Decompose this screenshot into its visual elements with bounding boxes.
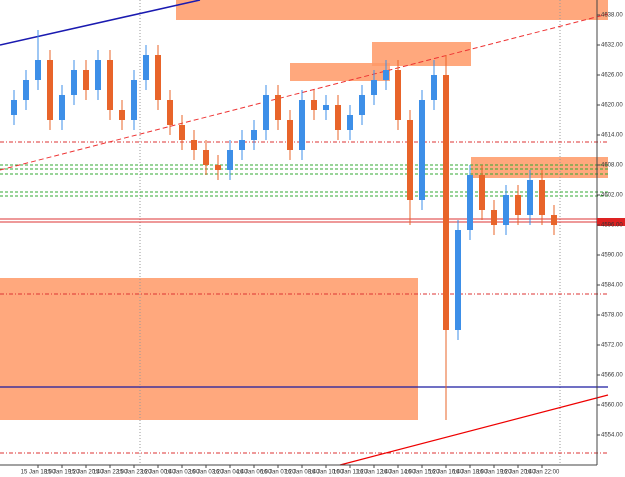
candle-body [95,60,101,90]
x-tick-label: 16 Jan 07:20 [261,470,296,476]
candle-body [275,95,281,120]
candle-body [167,100,173,125]
candle-body [251,130,257,140]
x-tick-label: 16 Jan 19:20 [477,470,512,476]
x-tick-label: 16 Jan 14:00 [381,470,416,476]
candle-body [299,100,305,150]
trend-line [0,0,201,46]
candle-body [491,210,497,225]
x-tick-label: 15 Jan 20:40 [69,470,104,476]
x-tick-label: 16 Jan 06:00 [237,470,272,476]
candle-body [287,120,293,150]
candle-body [203,150,209,165]
trend-line [339,394,609,466]
candle-body [443,75,449,330]
candle-body [479,175,485,210]
zone [372,42,471,66]
candle-body [539,180,545,215]
zone [290,63,390,81]
zone [0,278,418,420]
candle-body [131,80,137,120]
candle-body [383,70,389,80]
candle-body [83,70,89,90]
candle-body [311,100,317,110]
candle-body [107,60,113,110]
y-tick-label: 4620.00 [601,103,623,109]
x-tick-label: 16 Jan 20:40 [501,470,536,476]
candle-body [407,120,413,200]
candle-body [455,230,461,330]
candles [11,30,557,420]
x-tick-label: 16 Jan 15:20 [405,470,440,476]
x-tick-label: 15 Jan 19:20 [45,470,80,476]
y-tick-label: 4602.00 [601,193,623,199]
candle-body [263,95,269,130]
candle-body [191,140,197,150]
x-tick-label: 16 Jan 10:00 [309,470,344,476]
y-tick-label: 4566.00 [601,373,623,379]
candle-body [47,60,53,120]
y-tick-label: 4554.00 [601,433,623,439]
x-tick-label: 15 Jan 18:00 [21,470,56,476]
zone [176,0,608,20]
x-tick-label: 16 Jan 03:20 [189,470,224,476]
candle-body [527,180,533,215]
candle-body [359,95,365,115]
y-tick-label: 4578.00 [601,313,623,319]
candle-body [395,70,401,120]
x-tick-label: 16 Jan 08:40 [285,470,320,476]
candle-body [335,105,341,130]
candle-body [371,80,377,95]
candle-body [179,125,185,140]
candle-body [215,165,221,170]
candle-body [551,215,557,225]
zone [471,157,608,178]
x-tick-label: 16 Jan 18:00 [453,470,488,476]
y-tick-label: 4584.00 [601,283,623,289]
candle-body [23,80,29,100]
y-tick-label: 4560.00 [601,403,623,409]
candle-body [515,195,521,215]
levels [0,0,609,466]
candle-body [11,100,17,115]
candle-body [239,140,245,150]
candle-body [467,175,473,230]
y-tick-label: 4608.00 [601,163,623,169]
x-tick-label: 16 Jan 04:40 [213,470,248,476]
candle-body [227,150,233,170]
price-marker [597,218,625,226]
candle-body [419,100,425,200]
y-tick-label: 4590.00 [601,253,623,259]
x-tick-label: 15 Jan 23:20 [117,470,152,476]
candle-body [35,60,41,80]
x-tick-label: 16 Jan 00:40 [141,470,176,476]
x-tick-label: 15 Jan 22:00 [93,470,128,476]
x-tick-label: 16 Jan 22:00 [525,470,560,476]
x-tick-label: 16 Jan 02:00 [165,470,200,476]
candle-body [155,55,161,100]
candle-body [59,95,65,120]
candle-body [71,70,77,95]
y-tick-label: 4638.00 [601,13,623,19]
candle-body [503,195,509,225]
candle-body [119,110,125,120]
candle-body [347,115,353,130]
y-tick-label: 4626.00 [601,73,623,79]
y-tick-label: 4596.00 [601,223,623,229]
candle-body [323,105,329,110]
trend-line [0,13,609,171]
candle-body [431,75,437,100]
zones [0,0,608,420]
x-tick-label: 16 Jan 11:20 [333,470,368,476]
y-tick-label: 4632.00 [601,43,623,49]
candle-body [143,55,149,80]
x-tick-label: 16 Jan 12:40 [357,470,392,476]
y-tick-label: 4572.00 [601,343,623,349]
y-tick-label: 4614.00 [601,133,623,139]
x-tick-label: 16 Jan 16:40 [429,470,464,476]
